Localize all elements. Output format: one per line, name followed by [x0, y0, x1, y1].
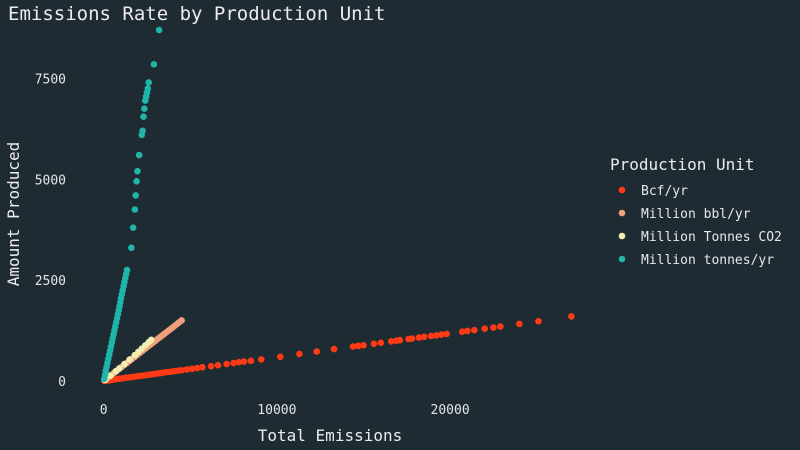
data-point: [115, 365, 123, 372]
data-point: [415, 334, 423, 341]
data-point: [432, 332, 440, 339]
data-point: [313, 348, 321, 355]
legend-swatch: [618, 232, 626, 240]
data-point: [223, 360, 230, 368]
data-point: [568, 313, 575, 320]
x-tick-label: 10000: [257, 403, 296, 418]
data-point: [497, 323, 504, 330]
data-point: [516, 320, 523, 328]
data-point: [535, 317, 542, 325]
legend-label: Million bbl/yr: [641, 207, 751, 222]
data-point: [443, 330, 450, 338]
data-point: [360, 341, 367, 349]
data-point: [131, 206, 139, 213]
data-point: [471, 326, 478, 334]
series-bcf-yr: [101, 313, 575, 385]
data-point: [178, 366, 185, 374]
data-point: [214, 361, 222, 369]
data-point: [296, 350, 303, 358]
data-point: [132, 192, 140, 199]
data-point: [427, 332, 435, 340]
data-point: [387, 338, 395, 345]
data-point: [207, 362, 215, 370]
data-point: [438, 331, 445, 338]
data-point: [247, 357, 255, 365]
data-point: [155, 26, 163, 34]
data-point: [134, 167, 141, 175]
series-million-tonnes-yr: [100, 26, 163, 383]
data-point: [408, 335, 416, 342]
data-point: [490, 324, 497, 331]
data-point: [188, 365, 196, 373]
data-point: [145, 79, 152, 86]
data-points: [100, 26, 575, 385]
data-point: [420, 333, 428, 341]
data-point: [377, 339, 385, 347]
data-point: [129, 224, 137, 231]
data-point: [178, 317, 185, 324]
data-point: [458, 328, 466, 336]
data-point: [235, 358, 243, 366]
data-point: [193, 364, 201, 372]
data-point: [135, 151, 143, 159]
data-point: [349, 343, 357, 350]
data-point: [147, 336, 155, 344]
data-point: [481, 325, 489, 333]
chart-title: Emissions Rate by Production Unit: [8, 3, 386, 25]
data-point: [330, 345, 338, 353]
series-million-tonnes-co2: [102, 336, 155, 384]
data-point: [396, 336, 404, 344]
data-point: [150, 60, 158, 68]
x-tick-label: 20000: [431, 403, 470, 418]
data-point: [123, 266, 131, 274]
legend-swatch: [618, 186, 626, 194]
data-point: [141, 105, 148, 112]
data-point: [230, 359, 237, 367]
data-point: [139, 127, 146, 135]
data-point: [144, 85, 152, 92]
data-point: [128, 244, 135, 252]
x-axis-ticks: 0 10000 20000: [100, 403, 470, 418]
data-point: [140, 113, 147, 121]
legend-swatch: [618, 209, 626, 217]
y-tick-label: 7500: [35, 72, 66, 87]
data-point: [107, 372, 114, 380]
x-axis-title: Total Emissions: [258, 426, 403, 445]
legend-items: Bcf/yr Million bbl/yr Million Tonnes CO2 Mi…: [618, 184, 782, 268]
y-axis-ticks: 0 2500 5000 7500: [35, 72, 66, 390]
legend-title: Production Unit: [610, 155, 755, 174]
y-tick-label: 2500: [35, 274, 66, 289]
data-point: [464, 327, 471, 335]
data-point: [277, 353, 284, 361]
y-axis-title: Amount Produced: [4, 142, 23, 287]
legend-label: Million tonnes/yr: [641, 253, 774, 268]
x-tick-label: 0: [100, 403, 108, 418]
legend-swatch: [618, 255, 626, 263]
plot-area: 0 10000 20000 0 2500 5000 7500: [35, 26, 575, 418]
data-point: [133, 177, 140, 185]
y-tick-label: 0: [58, 375, 66, 390]
legend-label: Million Tonnes CO2: [641, 230, 782, 245]
data-point: [126, 356, 133, 363]
legend-label: Bcf/yr: [641, 184, 688, 199]
data-point: [370, 340, 378, 348]
data-point: [183, 366, 191, 373]
data-point: [257, 356, 265, 363]
data-point: [121, 360, 128, 368]
y-tick-label: 5000: [35, 173, 66, 188]
data-point: [240, 358, 248, 365]
data-point: [199, 363, 206, 371]
data-point: [354, 342, 362, 350]
legend: Production Unit Bcf/yr Million bbl/yr Mill…: [610, 155, 782, 268]
